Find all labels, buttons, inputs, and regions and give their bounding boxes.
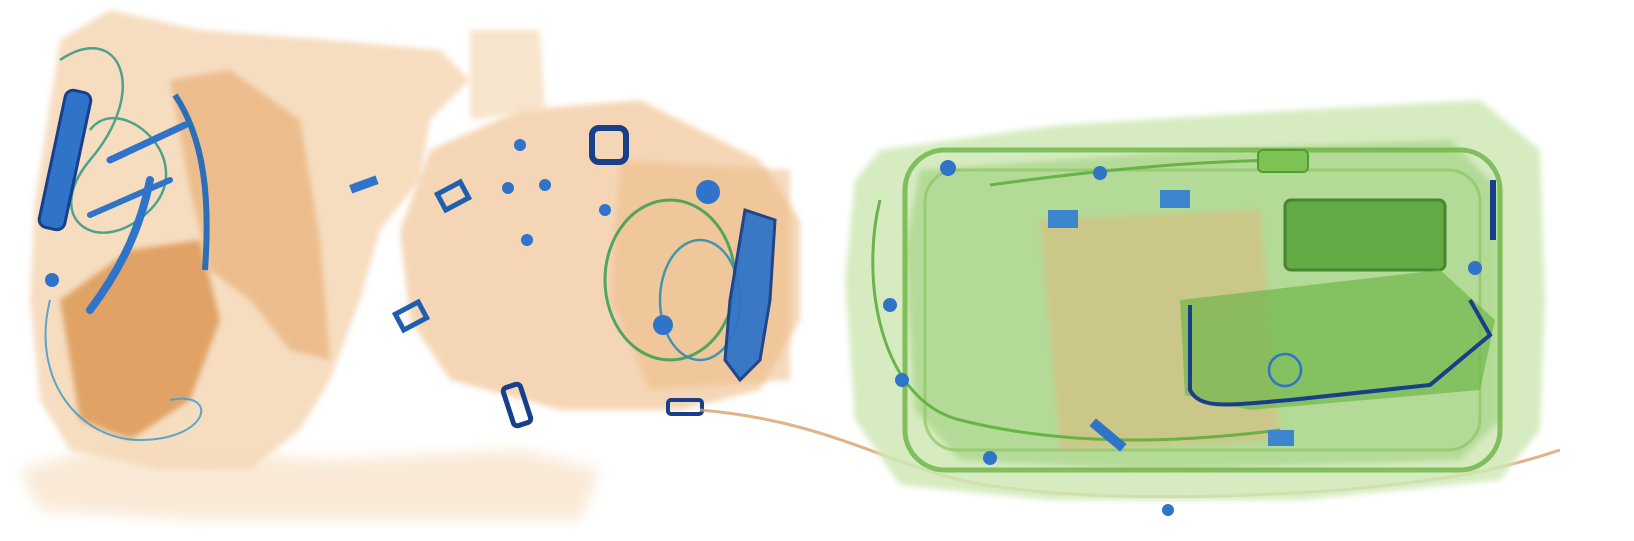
left-bag-frame-strip-2 [86, 176, 154, 314]
middle-bag [349, 30, 800, 429]
right-case-latch [1490, 180, 1496, 240]
middle-bag-round-part-2 [653, 315, 673, 335]
right-case [845, 100, 1545, 516]
right-case-bead-3 [883, 298, 897, 312]
middle-bag-buckle [666, 398, 704, 416]
left-bag-metal-bead [45, 273, 59, 287]
middle-bag-metal-assembly [723, 208, 777, 383]
middle-bag-bead-5 [599, 204, 611, 216]
middle-bag-bead-3 [502, 182, 514, 194]
right-case-binder-clip-2 [1160, 190, 1190, 208]
left-bag-flap [20, 440, 600, 520]
right-case-plug [1257, 149, 1309, 173]
right-case-bead-6 [1162, 504, 1174, 516]
right-case-binder-clip [1048, 210, 1078, 228]
middle-bag-shadow [470, 30, 545, 120]
middle-bag-bead [514, 139, 526, 151]
right-case-bead-5 [983, 451, 997, 465]
left-bag [20, 10, 600, 520]
right-case-circuit-board [1283, 198, 1447, 272]
middle-bag-round-part [696, 180, 720, 204]
middle-bag-small-clip [349, 175, 379, 194]
right-case-bead [940, 160, 956, 176]
right-case-bead-2 [1093, 166, 1107, 180]
right-case-key [1089, 418, 1127, 452]
middle-bag-diamond-2 [391, 298, 431, 334]
right-case-bead-7 [1468, 261, 1482, 275]
right-case-ring [1267, 352, 1303, 388]
left-bag-fold [170, 70, 330, 360]
left-bag-metal-rod [106, 121, 189, 164]
left-bag-cable-2 [44, 299, 203, 442]
middle-bag-diamond-3 [500, 381, 534, 429]
left-bag-metal-rod-2 [87, 177, 173, 218]
left-bag-cable [59, 47, 168, 234]
left-bag-frame-strip [172, 93, 210, 271]
right-case-wire [871, 199, 1281, 442]
right-case-cable-metal [1188, 299, 1493, 407]
middle-bag-bead-2 [539, 179, 551, 191]
right-case-device [1180, 270, 1495, 410]
middle-bag-ring-square [589, 125, 629, 165]
middle-bag-bead-4 [521, 234, 533, 246]
right-case-frame [902, 147, 1503, 473]
middle-bag-diamond [433, 178, 473, 214]
left-bag-metal-bar [37, 88, 93, 232]
right-case-binder-clip-3 [1268, 430, 1294, 446]
right-case-bead-4 [895, 373, 909, 387]
